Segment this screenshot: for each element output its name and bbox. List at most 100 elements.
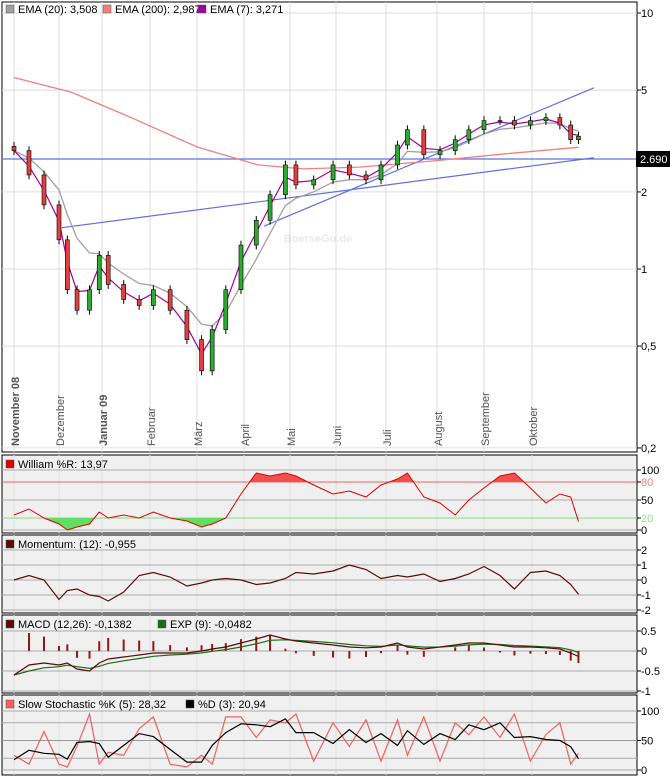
williams-tick-label: 100 xyxy=(641,465,659,477)
month-label: März xyxy=(193,422,205,446)
candle xyxy=(330,164,336,181)
candle xyxy=(96,255,102,291)
price-tick-label: 0,5 xyxy=(641,341,656,353)
candle xyxy=(405,129,410,146)
month-label: Juli xyxy=(382,429,394,446)
candle xyxy=(253,219,259,246)
candle xyxy=(421,129,427,155)
momentum-legend-label: Momentum: (12): -0,955 xyxy=(18,539,136,551)
candle xyxy=(209,329,215,372)
macd-tick-label: -0.5 xyxy=(641,666,660,678)
month-label: November 08 xyxy=(10,377,22,446)
williams-tick-label: 0 xyxy=(641,525,647,537)
williams-tick-label: 80 xyxy=(641,477,653,489)
current-price-box xyxy=(636,150,670,167)
candle xyxy=(184,309,190,340)
candle xyxy=(65,239,70,291)
candle xyxy=(293,164,299,186)
momentum-line xyxy=(13,564,579,602)
legend-swatch xyxy=(102,4,112,14)
legend-swatch xyxy=(5,699,15,709)
candle xyxy=(238,244,244,291)
macd-legend-label: MACD (12,26): -0,1382 xyxy=(18,619,132,631)
stochastic-d-line xyxy=(13,718,580,763)
williams-tick-label: 50 xyxy=(641,495,653,507)
candle xyxy=(121,284,126,300)
candle xyxy=(11,145,17,151)
stochastic-tick-label: 50 xyxy=(641,736,653,748)
candle xyxy=(267,194,273,221)
stochastic-k-line xyxy=(13,711,579,768)
candle xyxy=(151,289,156,306)
candle xyxy=(283,164,288,196)
price-tick-label: 0,2 xyxy=(641,443,656,455)
candle xyxy=(576,135,581,140)
ema20-line xyxy=(13,122,579,327)
candle xyxy=(543,117,549,121)
candle xyxy=(528,120,533,126)
ema200-line xyxy=(13,76,579,170)
month-label: August xyxy=(433,412,445,446)
macd-tick-label: -1 xyxy=(641,686,651,698)
williams-tick-label: 20 xyxy=(641,513,653,525)
legend-swatch xyxy=(157,619,167,629)
candle xyxy=(395,144,400,166)
legend-label: EMA (20): 3,508 xyxy=(18,4,98,16)
price-tick-label: 1 xyxy=(641,264,647,276)
candle xyxy=(199,339,204,372)
stochastic-legend-label: %D (3): 20,94 xyxy=(198,699,266,711)
candle xyxy=(41,174,47,206)
macd-signal-line xyxy=(13,639,579,676)
stochastic-tick-label: 0 xyxy=(641,765,647,777)
candle xyxy=(363,174,369,181)
candle xyxy=(378,164,384,181)
momentum-panel xyxy=(1,534,638,614)
momentum-tick-label: -1 xyxy=(641,590,651,602)
candle xyxy=(87,289,92,311)
candle xyxy=(223,289,229,330)
price-tick-label: 2 xyxy=(641,187,647,199)
price-tick-label: 10 xyxy=(641,8,653,20)
legend-swatch xyxy=(5,4,15,14)
candle xyxy=(167,289,173,311)
price-tick-label: 5 xyxy=(641,85,647,97)
williams-panel xyxy=(1,454,638,534)
trendline xyxy=(263,87,595,227)
candle xyxy=(437,150,443,155)
legend-swatch xyxy=(5,459,15,469)
legend-label: EMA (7): 3,271 xyxy=(210,4,283,16)
trendline xyxy=(61,157,595,229)
candle xyxy=(557,117,563,126)
candle xyxy=(568,124,574,140)
month-label: Januar 09 xyxy=(98,395,110,446)
watermark-logo: BoerseGo.de xyxy=(284,233,352,245)
stochastic-tick-label: 100 xyxy=(641,706,659,718)
legend-label: EMA (200): 2,987 xyxy=(115,4,201,16)
williams-legend-label: William %R: 13,97 xyxy=(18,459,108,471)
legend-swatch xyxy=(5,619,15,629)
macd-legend-label: EXP (9): -0,0482 xyxy=(170,619,252,631)
williams-line xyxy=(13,472,579,531)
month-label: April xyxy=(240,424,252,446)
stochastic-panel xyxy=(1,694,638,776)
macd-tick-label: 0.5 xyxy=(641,626,656,638)
candle xyxy=(466,129,472,140)
month-label: Juni xyxy=(332,426,344,446)
candle xyxy=(26,150,32,176)
candle xyxy=(56,204,62,241)
main-panel xyxy=(1,1,638,453)
candle xyxy=(497,120,503,122)
legend-swatch xyxy=(197,4,207,14)
month-label: Dezember xyxy=(55,395,67,446)
candle xyxy=(136,299,142,306)
momentum-tick-label: 1 xyxy=(641,560,647,572)
candle xyxy=(105,255,111,285)
stochastic-legend-label: Slow Stochastic %K (5): 28,32 xyxy=(18,699,166,711)
candle xyxy=(347,164,352,176)
momentum-tick-label: 2 xyxy=(641,545,647,557)
current-price-label: 2.690 xyxy=(640,154,668,166)
legend-swatch xyxy=(185,699,195,709)
candle xyxy=(512,120,517,126)
month-label: September xyxy=(480,392,492,446)
